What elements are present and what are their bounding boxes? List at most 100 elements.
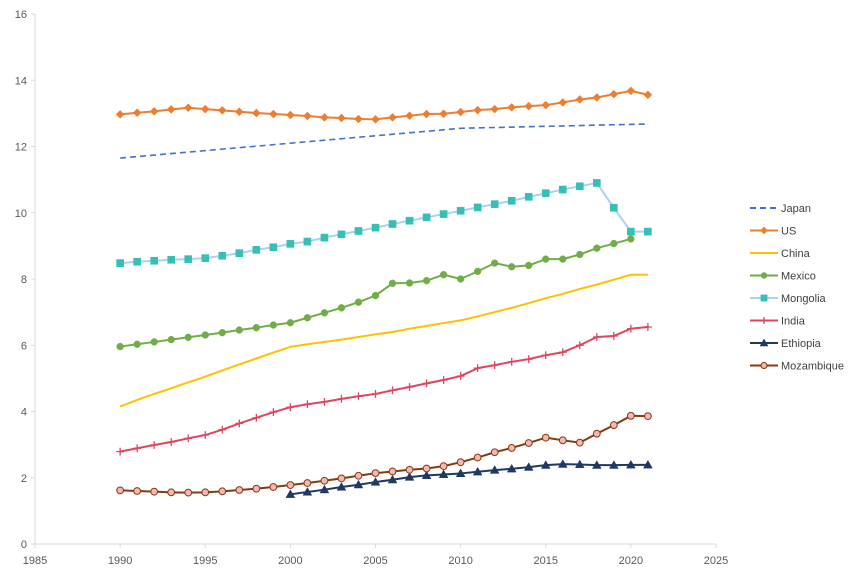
data-point-us (405, 111, 414, 121)
x-tick-label: 2000 (278, 555, 302, 567)
data-point-us (575, 95, 585, 104)
data-point-mongolia (354, 227, 363, 235)
data-point-us (609, 89, 619, 99)
data-point-mongolia (371, 223, 380, 232)
data-point-mozambique (524, 439, 533, 447)
data-point-ethiopia (438, 469, 449, 478)
series-line-mongolia (120, 181, 648, 265)
data-point-mongolia (252, 246, 261, 254)
data-point-us (303, 111, 312, 121)
data-point-mozambique (235, 486, 244, 494)
data-point-mozambique (609, 421, 618, 429)
x-tick-label: 1995 (193, 555, 217, 567)
data-point-mozambique (371, 469, 380, 478)
data-point-india (422, 379, 431, 388)
data-point-ethiopia (302, 487, 313, 496)
data-point-mexico (508, 263, 516, 271)
legend-marker-us (760, 226, 768, 235)
data-point-mexico (610, 239, 618, 248)
x-tick-label: 2025 (704, 555, 728, 567)
data-point-mozambique (456, 458, 465, 467)
data-point-us (115, 110, 125, 119)
data-point-us (626, 86, 636, 96)
data-point-mozambique (541, 433, 550, 442)
legend-item-us: US (750, 226, 796, 238)
data-point-india (558, 348, 567, 357)
data-point-mozambique (286, 481, 295, 489)
data-point-mongolia (524, 193, 533, 201)
data-point-ethiopia (370, 477, 381, 486)
data-point-india (303, 400, 312, 409)
data-point-mexico (218, 329, 226, 337)
data-point-mexico (593, 244, 601, 252)
data-point-ethiopia (574, 459, 585, 469)
y-tick-label: 4 (21, 407, 27, 419)
data-point-ethiopia (285, 489, 296, 498)
series-markers-mexico (116, 235, 635, 351)
data-point-mongolia (269, 243, 278, 252)
data-point-mongolia (490, 200, 499, 208)
data-point-ethiopia (523, 462, 534, 471)
data-point-mongolia (507, 197, 516, 205)
legend-item-china: China (750, 248, 811, 260)
data-point-ethiopia (643, 459, 653, 469)
data-point-india (609, 332, 618, 340)
data-point-mexico (559, 255, 567, 263)
legend-label-mozambique: Mozambique (781, 361, 844, 373)
data-point-ethiopia (336, 482, 347, 491)
data-point-ethiopia (557, 459, 568, 468)
data-point-us (507, 103, 517, 112)
data-point-india (541, 351, 550, 360)
data-point-mongolia (388, 220, 397, 228)
data-point-india (184, 434, 193, 443)
data-point-mongolia (337, 230, 346, 239)
data-point-us (456, 107, 465, 117)
data-point-mozambique (388, 467, 397, 476)
data-point-mozambique (320, 476, 329, 485)
data-point-mongolia (575, 182, 584, 191)
series-line-india (119, 326, 648, 453)
data-point-mexico (439, 271, 448, 279)
data-point-mozambique (644, 412, 652, 421)
data-point-mexico (303, 314, 312, 322)
data-point-mongolia (116, 259, 124, 267)
data-point-mexico (474, 267, 482, 276)
data-point-mexico (320, 309, 329, 317)
series-line-us (120, 89, 649, 121)
data-point-mongolia (184, 255, 193, 263)
data-point-us (473, 105, 483, 115)
data-point-mozambique (303, 479, 312, 487)
data-point-ethiopia (404, 472, 415, 481)
data-point-india (439, 376, 448, 384)
series-lines-group (119, 89, 649, 496)
data-point-mongolia (235, 249, 244, 257)
data-point-india (626, 324, 635, 333)
data-point-mexico (371, 291, 380, 300)
data-point-us (371, 114, 380, 124)
y-tick-label: 6 (21, 340, 27, 352)
data-point-mozambique (150, 487, 159, 496)
data-point-mexico (542, 255, 550, 263)
data-point-mexico (456, 275, 465, 283)
series-markers-us (115, 86, 653, 124)
data-point-mozambique (354, 471, 363, 480)
x-tick-label: 2015 (534, 555, 558, 567)
x-tick-label: 1990 (108, 555, 132, 567)
data-point-india (371, 390, 380, 398)
data-point-mexico (201, 331, 209, 339)
data-point-us (439, 109, 448, 119)
data-point-us (286, 110, 295, 120)
series-line-japan (120, 123, 648, 159)
data-point-us (183, 103, 193, 113)
data-point-mexico (337, 304, 346, 312)
legend-label-mexico: Mexico (781, 271, 816, 283)
legend-marker-ethiopia (759, 338, 769, 347)
data-point-us (490, 104, 500, 114)
x-tick-label: 1985 (23, 555, 47, 567)
data-point-mozambique (473, 453, 482, 462)
data-point-mozambique (558, 436, 567, 445)
data-point-india (575, 341, 584, 350)
data-point-mozambique (167, 488, 176, 497)
data-point-mongolia (218, 251, 227, 260)
